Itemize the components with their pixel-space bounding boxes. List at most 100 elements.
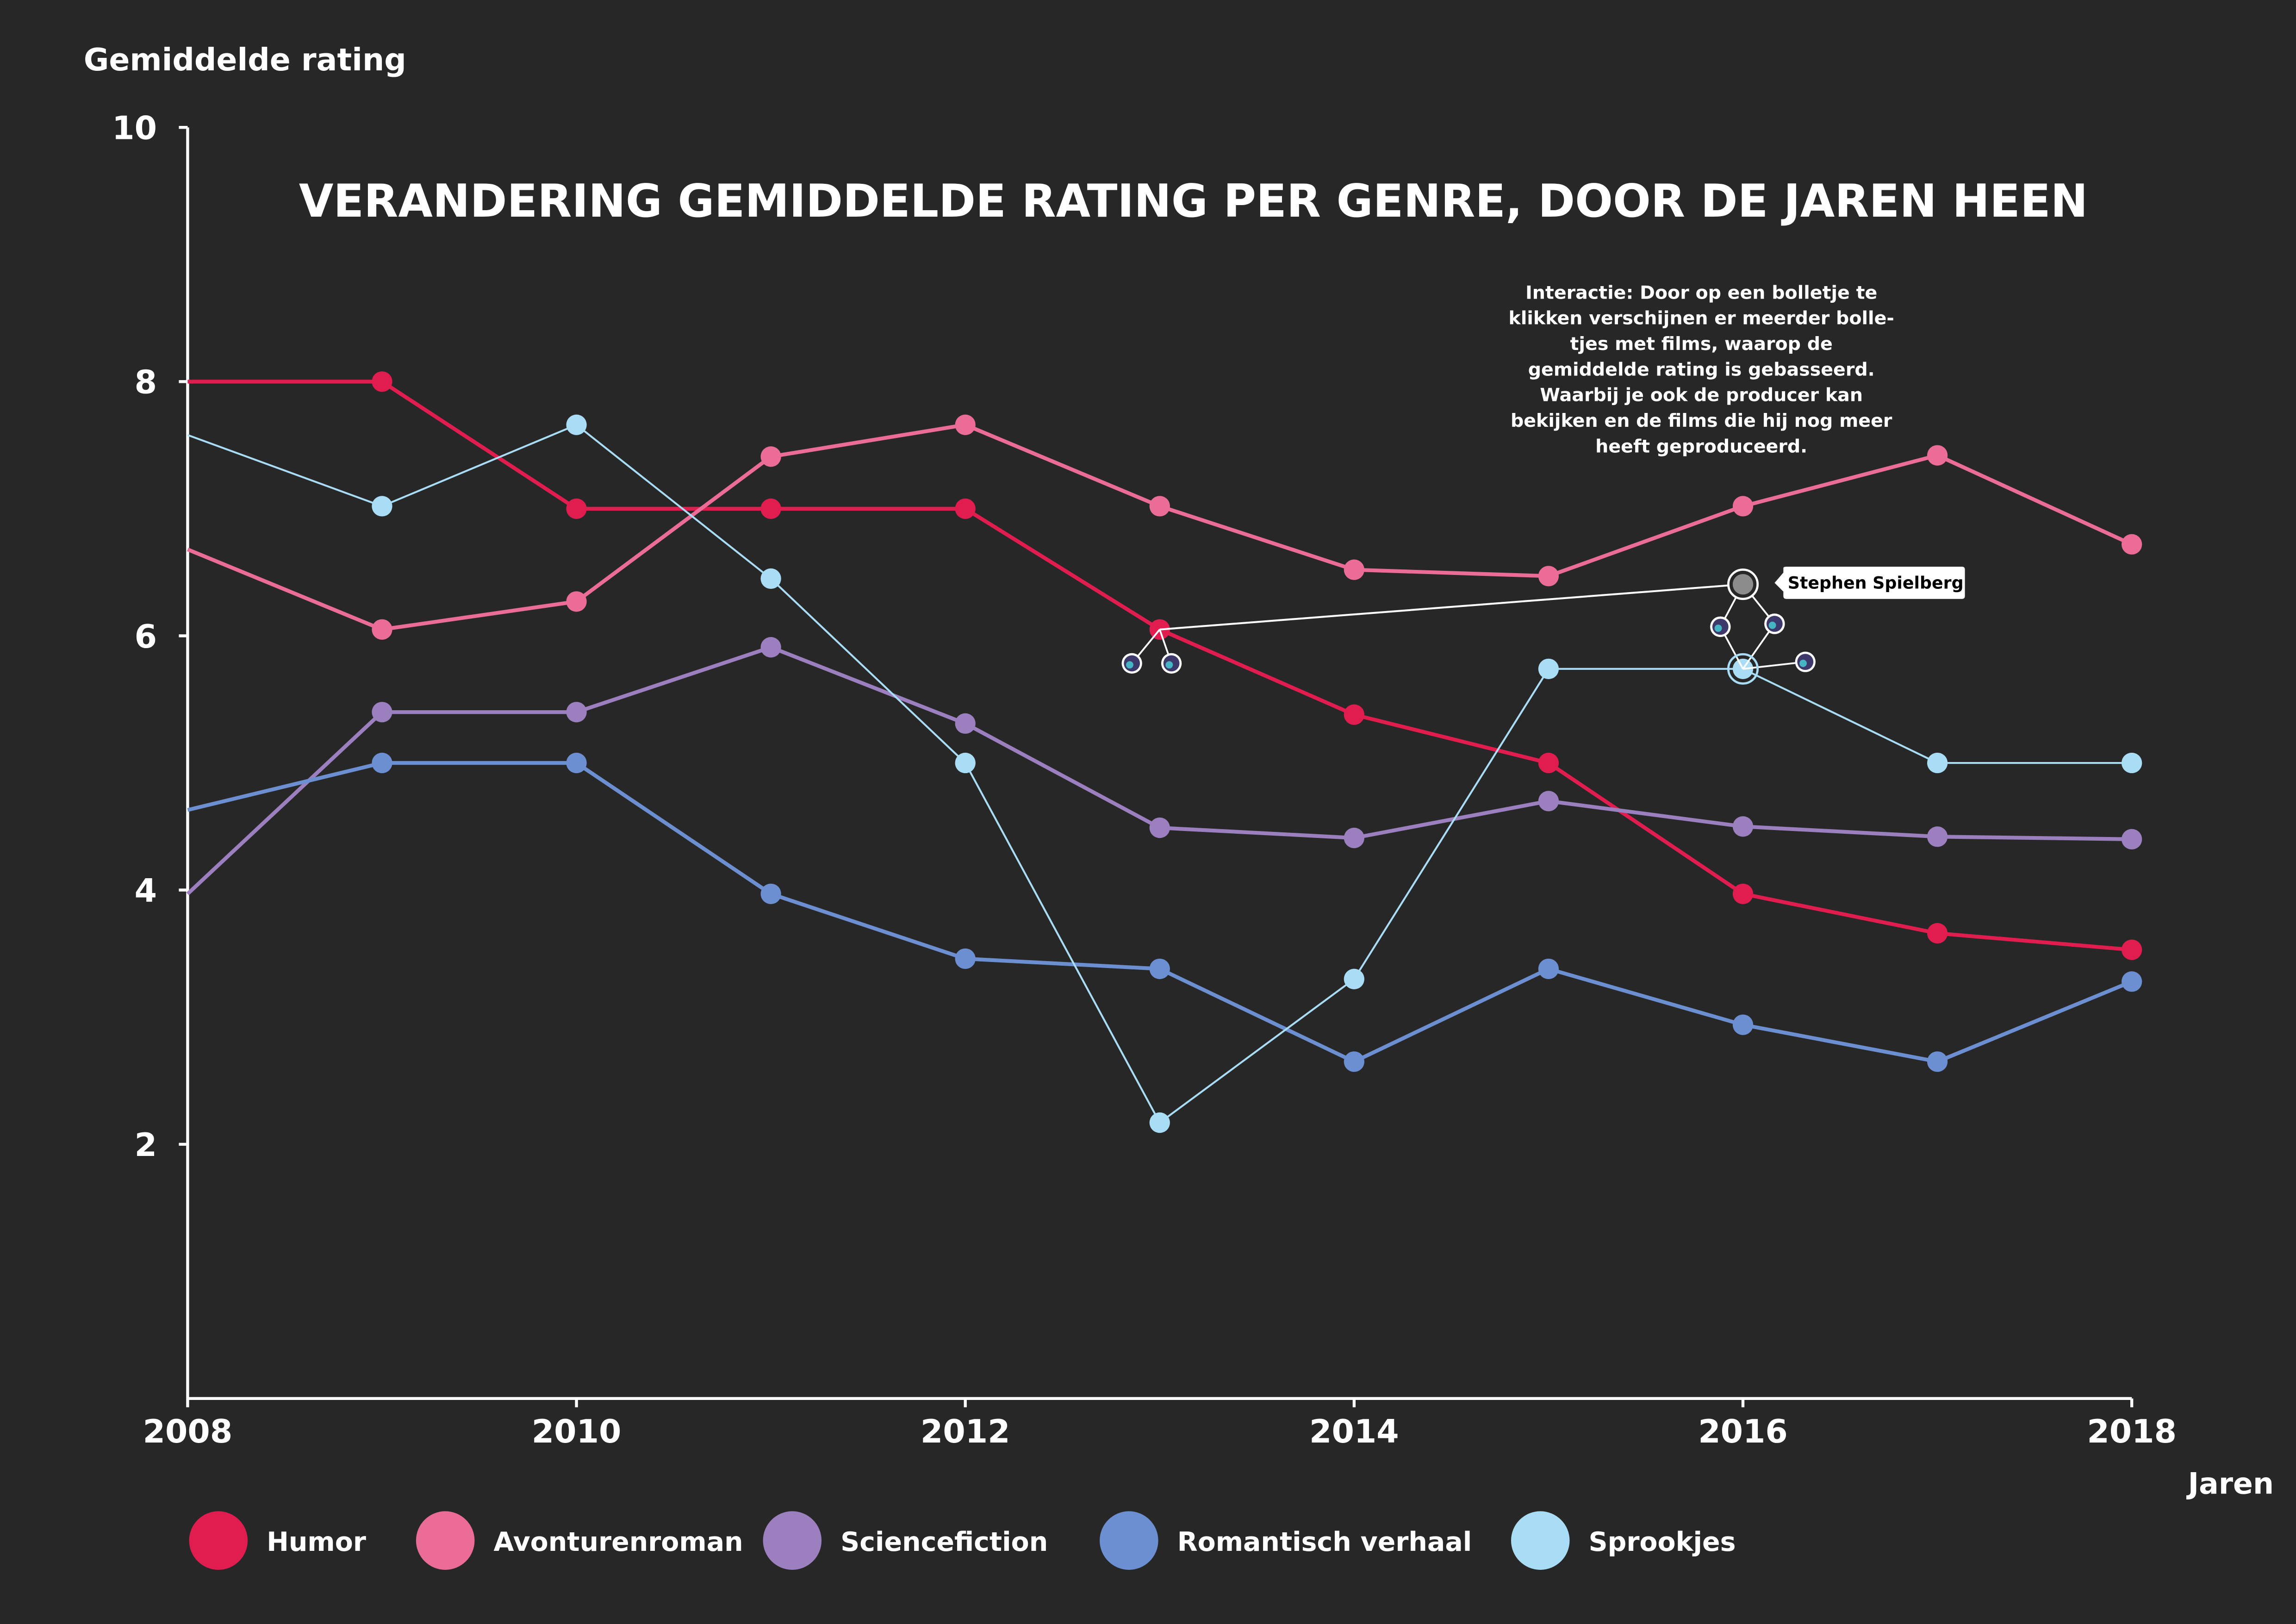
film-node[interactable]: [1121, 653, 1142, 674]
data-point[interactable]: [760, 883, 781, 904]
y-axis-label: Gemiddelde rating: [84, 42, 406, 78]
data-point[interactable]: [1344, 704, 1365, 725]
selected-ring: [1727, 653, 1759, 685]
legend-item: Avonturenroman: [416, 1511, 743, 1570]
film-poster-detail: [1714, 625, 1722, 632]
data-point[interactable]: [955, 752, 976, 774]
legend-label: Romantisch verhaal: [1177, 1527, 1472, 1557]
data-point[interactable]: [1927, 826, 1948, 847]
data-point[interactable]: [1538, 566, 1559, 587]
data-point[interactable]: [1538, 658, 1559, 679]
data-point[interactable]: [372, 702, 392, 723]
legend-label: Humor: [267, 1527, 366, 1557]
series-sciencefiction: [186, 637, 2142, 895]
data-point[interactable]: [566, 498, 587, 519]
film-node[interactable]: [1710, 616, 1731, 637]
connector-line: [1742, 661, 1805, 670]
data-point[interactable]: [372, 619, 392, 640]
y-tick-label: 4: [135, 872, 157, 910]
data-point[interactable]: [372, 496, 392, 517]
film-poster-detail: [1165, 661, 1173, 669]
data-point[interactable]: [1344, 559, 1365, 580]
data-point[interactable]: [1538, 958, 1559, 979]
data-point[interactable]: [1732, 816, 1754, 837]
data-point[interactable]: [1732, 1014, 1754, 1035]
data-point[interactable]: [2122, 829, 2142, 849]
x-tick-label: 2010: [532, 1413, 622, 1450]
data-point[interactable]: [2122, 752, 2142, 774]
legend-label: Avonturenroman: [494, 1527, 743, 1557]
interaction-text-line: Waarbij je ook de producer kan: [1540, 385, 1863, 406]
data-point[interactable]: [1538, 791, 1559, 812]
data-point[interactable]: [2122, 939, 2142, 960]
data-point[interactable]: [760, 446, 781, 467]
data-point[interactable]: [1149, 817, 1170, 838]
legend-swatch: [416, 1511, 475, 1570]
legend-swatch: [1511, 1511, 1570, 1570]
legend-item: Romantisch verhaal: [1100, 1511, 1472, 1570]
x-tick-label: 2012: [921, 1413, 1010, 1450]
data-point[interactable]: [372, 752, 392, 774]
film-poster-detail: [1799, 660, 1807, 667]
chart-title: VERANDERING GEMIDDELDE RATING PER GENRE,…: [299, 175, 2088, 228]
film-poster-detail: [1126, 661, 1133, 669]
interaction-text-line: heeft geproduceerd.: [1595, 436, 1807, 457]
data-point[interactable]: [955, 948, 976, 969]
legend-label: Sprookjes: [1589, 1527, 1736, 1557]
data-point[interactable]: [1927, 752, 1948, 774]
data-point[interactable]: [2122, 534, 2142, 555]
data-point[interactable]: [1149, 958, 1170, 979]
data-point[interactable]: [2122, 971, 2142, 992]
series-romantisch-verhaal: [187, 752, 2142, 1072]
producer-node[interactable]: [1732, 574, 1754, 595]
film-poster-detail: [1768, 621, 1776, 629]
data-point[interactable]: [566, 702, 587, 723]
data-point[interactable]: [566, 752, 587, 774]
legend-label: Sciencefiction: [840, 1527, 1048, 1557]
y-tick-label: 2: [135, 1126, 157, 1164]
data-point[interactable]: [1538, 752, 1559, 774]
data-point[interactable]: [955, 713, 976, 734]
data-point[interactable]: [1732, 496, 1754, 517]
legend-swatch: [1100, 1511, 1158, 1570]
x-tick-label: 2016: [1698, 1413, 1788, 1450]
legend: Humor Avonturenroman Sciencefiction Romanti…: [189, 1511, 1736, 1570]
data-point[interactable]: [760, 637, 781, 658]
series-avonturenroman: [187, 414, 2142, 640]
y-tick-label: 8: [135, 364, 157, 401]
data-point[interactable]: [1344, 968, 1365, 989]
legend-item: Sprookjes: [1511, 1511, 1736, 1570]
data-point[interactable]: [1732, 883, 1754, 904]
data-point[interactable]: [566, 591, 587, 612]
data-point[interactable]: [566, 414, 587, 435]
data-point[interactable]: [1927, 923, 1948, 944]
data-point[interactable]: [1344, 827, 1365, 849]
interaction-note: Interactie: Door op een bolletje te klikk…: [1509, 282, 1894, 457]
data-point[interactable]: [955, 498, 976, 519]
data-point[interactable]: [955, 414, 976, 435]
film-node[interactable]: [1795, 651, 1816, 672]
data-point[interactable]: [1927, 1051, 1948, 1072]
film-node[interactable]: [1161, 653, 1182, 674]
x-tick-label: 2008: [143, 1413, 233, 1450]
film-node[interactable]: [1764, 613, 1785, 634]
series-sprookjes: [187, 414, 2142, 1133]
y-tick-label: 6: [135, 618, 157, 656]
interaction-text-line: bekijken en de films die hij nog meer: [1511, 410, 1892, 431]
data-point[interactable]: [760, 568, 781, 589]
interaction-text-line: tjes met films, waarop de: [1570, 333, 1833, 355]
data-point[interactable]: [1927, 445, 1948, 466]
data-point[interactable]: [1149, 496, 1170, 517]
legend-item: Humor: [189, 1511, 366, 1570]
data-point[interactable]: [1344, 1051, 1365, 1072]
data-point[interactable]: [372, 371, 392, 392]
legend-item: Sciencefiction: [763, 1511, 1048, 1570]
legend-swatch: [189, 1511, 248, 1570]
data-point[interactable]: [1149, 1112, 1170, 1133]
interaction-text-line: klikken verschijnen er meerder bolle-: [1509, 308, 1894, 329]
data-point[interactable]: [760, 498, 781, 519]
producer-tooltip: [1774, 567, 1965, 599]
connector-line: [1159, 583, 1743, 631]
